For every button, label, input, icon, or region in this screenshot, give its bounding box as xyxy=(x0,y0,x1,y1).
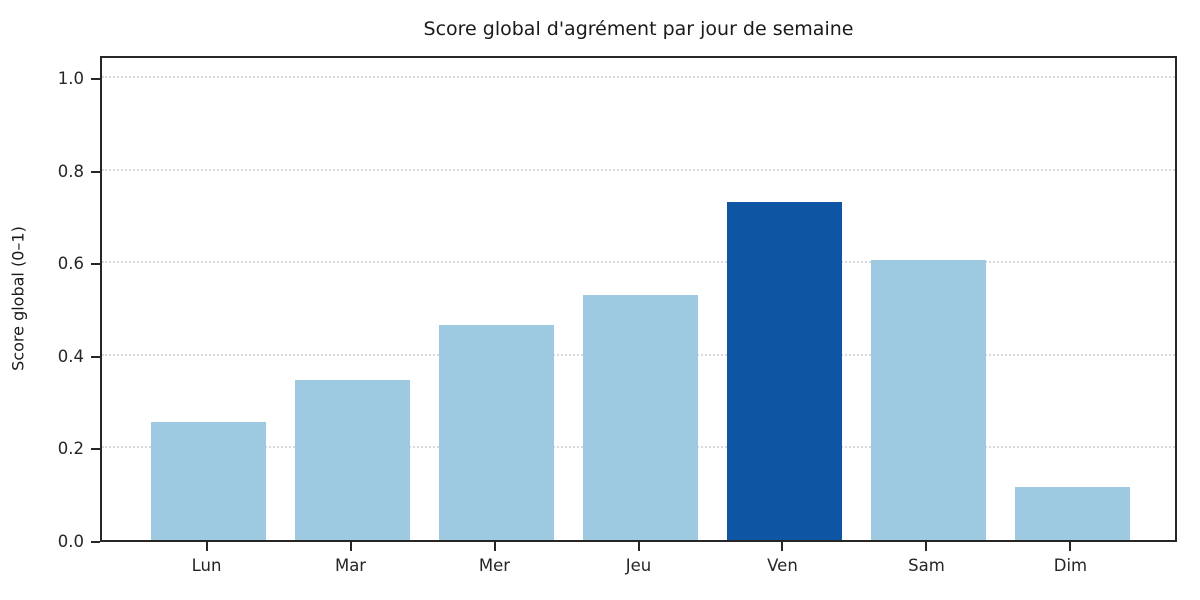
x-tick-mark-Dim xyxy=(1069,542,1072,551)
chart-title: Score global d'agrément par jour de sema… xyxy=(423,18,854,40)
x-tick-label: Sam xyxy=(908,556,945,575)
y-tick-mark-1.0 xyxy=(91,78,100,81)
bar-Mar xyxy=(294,380,411,540)
plot-area xyxy=(100,56,1177,542)
y-tick-label: 0.6 xyxy=(57,254,84,274)
y-tick-mark-0.4 xyxy=(91,355,100,358)
x-tick-mark-Lun xyxy=(205,542,208,551)
gridline-0.8 xyxy=(102,168,1175,171)
bar-Dim xyxy=(1014,486,1131,540)
x-tick-label: Jeu xyxy=(625,556,652,575)
y-tick-label: 0.8 xyxy=(57,161,84,181)
x-tick-mark-Ven xyxy=(781,542,784,551)
y-tick-mark-0.6 xyxy=(91,263,100,266)
bar-Jeu xyxy=(582,294,699,540)
bar-Sam xyxy=(870,259,987,540)
x-tick-mark-Jeu xyxy=(637,542,640,551)
y-tick-mark-0.2 xyxy=(91,448,100,451)
bar-Lun xyxy=(150,421,267,540)
bar-Mer xyxy=(438,324,555,540)
x-tick-label: Lun xyxy=(191,556,222,575)
y-tick-label: 0.0 xyxy=(57,532,84,551)
x-tick-label: Ven xyxy=(767,556,798,575)
x-tick-mark-Mar xyxy=(349,542,352,551)
y-tick-mark-0.8 xyxy=(91,170,100,173)
x-tick-mark-Mer xyxy=(493,542,496,551)
x-tick-label: Dim xyxy=(1053,556,1088,575)
x-tick-label: Mer xyxy=(478,556,511,575)
x-tick-label: Mar xyxy=(334,556,367,575)
y-tick-label: 0.2 xyxy=(57,439,84,459)
gridline-1 xyxy=(102,76,1175,79)
y-tick-label: 1.0 xyxy=(57,69,84,89)
y-tick-label: 0.4 xyxy=(57,346,84,366)
bar-Ven xyxy=(726,202,843,540)
y-tick-mark-0.0 xyxy=(91,541,100,543)
x-tick-mark-Sam xyxy=(925,542,928,551)
gridline-0.6 xyxy=(102,261,1175,264)
